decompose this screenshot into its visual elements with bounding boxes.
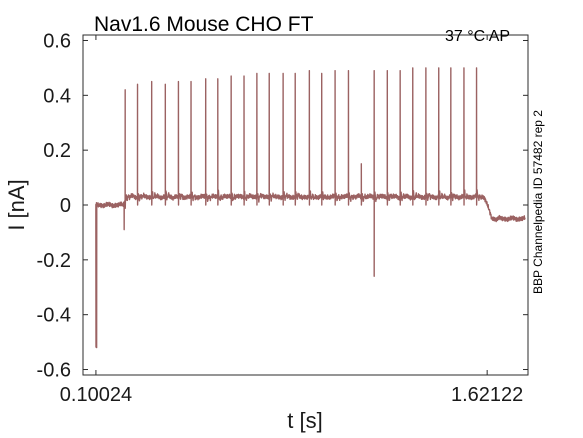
y-tick-label: 0.6 — [43, 30, 71, 52]
x-tick-label: 0.10024 — [60, 384, 132, 406]
y-tick-label: 0.4 — [43, 85, 71, 107]
condition-label: 37 °C AP — [445, 28, 510, 45]
y-tick-label: -0.4 — [37, 305, 71, 327]
y-axis-label: I [nA] — [4, 179, 29, 230]
x-tick-label: 1.62122 — [451, 384, 523, 406]
tick-layer: -0.6 -0.4 -0.2 0 0.2 0.4 0.6 0.10024 1.62122 — [37, 30, 528, 406]
y-tick-label: 0 — [60, 195, 71, 217]
x-axis-label: t [s] — [287, 408, 322, 433]
axes-layer — [82, 34, 529, 376]
y-tick-label: -0.2 — [37, 250, 71, 272]
trace-layer — [95, 67, 526, 349]
plot-frame — [82, 34, 529, 376]
current-trace-line — [95, 67, 526, 349]
y-tick-label: -0.6 — [37, 360, 71, 382]
side-note: BBP Channelpedia ID 57482 rep 2 — [531, 110, 545, 294]
y-tick-label: 0.2 — [43, 140, 71, 162]
chart-title: Nav1.6 Mouse CHO FT — [94, 13, 314, 36]
